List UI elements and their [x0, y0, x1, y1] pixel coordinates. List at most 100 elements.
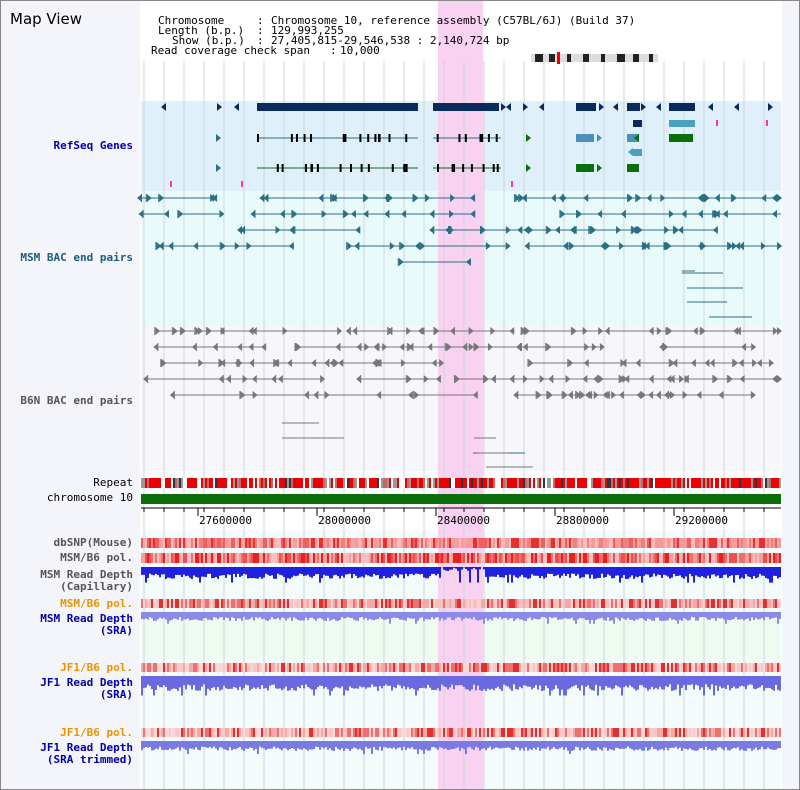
track-label-msm-pol-2[interactable]: MSM/B6 pol.: [60, 597, 133, 610]
bac-end-marker: [631, 226, 637, 234]
jf1-pol2-heat-cell: [335, 728, 337, 737]
jf1-pol2-heat-cell: [239, 728, 241, 737]
track-label-msm-bac[interactable]: MSM BAC end pairs: [20, 251, 133, 264]
jf1-pol-heat-cell: [611, 663, 613, 672]
axis-tick-label: 27600000: [199, 514, 252, 527]
msm-depth-sra-bar: [775, 612, 777, 618]
jf1-pol-heat-cell: [683, 663, 685, 672]
repeat-element: [221, 478, 223, 488]
bac-end-tick: [433, 210, 435, 218]
msm-pol2-heat-cell: [291, 599, 293, 608]
jf1-pol2-heat-cell: [287, 728, 289, 737]
jf1-pol-heat-cell: [185, 663, 187, 672]
msm-pol2-heat-cell: [761, 599, 763, 608]
dbsnp-heat-cell: [765, 538, 767, 548]
repeat-element: [161, 478, 163, 488]
jf1-trim-bar: [311, 741, 313, 750]
jf1-trim-bar: [345, 741, 347, 749]
msm-depth-cap-bar: [551, 567, 553, 574]
repeat-element: [543, 478, 545, 488]
bac-end-tick: [253, 359, 255, 367]
msm-depth-sra-bar: [153, 612, 155, 621]
msm-pol-heat-cell: [419, 553, 421, 563]
track-label-msm-pol[interactable]: MSM/B6 pol.: [60, 551, 133, 564]
track-label-refseq[interactable]: RefSeq Genes: [53, 139, 133, 152]
jf1-pol-heat-cell: [699, 663, 701, 672]
msm-depth-sra-bar: [321, 612, 323, 619]
repeat-element: [331, 478, 333, 488]
jf1-depth-bar: [149, 676, 151, 686]
track-label-chromosome: chromosome 10: [46, 491, 133, 504]
msm-pol2-heat-cell: [371, 599, 373, 608]
track-label-jf1-trim[interactable]: JF1 Read Depth: [40, 741, 133, 754]
msm-depth-cap-bar: [571, 567, 573, 574]
msm-depth-cap-bar: [271, 567, 273, 576]
track-label-jf1-depth[interactable]: JF1 Read Depth: [40, 676, 133, 689]
jf1-depth-bar: [153, 676, 155, 696]
jf1-pol2-heat-cell: [489, 728, 491, 737]
msm-depth-sra-bar: [243, 612, 245, 618]
track-label-jf1-pol[interactable]: JF1/B6 pol.: [60, 661, 133, 674]
jf1-trim-bar: [697, 741, 699, 751]
msm-depth-cap-bar: [367, 567, 369, 576]
msm-pol2-heat-cell: [677, 599, 679, 608]
jf1-pol-heat-cell: [225, 663, 227, 672]
track-label-msm-depth-sra[interactable]: MSM Read Depth: [40, 612, 133, 625]
bac-end-tick: [545, 226, 547, 234]
msm-depth-sra-bar: [585, 612, 587, 621]
msm-depth-sra-bar: [169, 612, 171, 621]
msm-depth-cap-bar: [337, 567, 339, 577]
dbsnp-heat-cell: [549, 538, 551, 548]
dbsnp-heat-cell: [177, 538, 179, 548]
msm-pol2-heat-cell: [179, 599, 181, 608]
jf1-depth-bar: [171, 676, 173, 690]
jf1-depth-bar: [409, 676, 411, 690]
msm-depth-cap-bar: [425, 567, 427, 579]
msm-pol-heat-cell: [503, 553, 505, 563]
jf1-pol2-heat-cell: [161, 728, 163, 737]
dbsnp-heat-cell: [261, 538, 263, 548]
msm-pol2-heat-cell: [165, 599, 167, 608]
jf1-pol2-heat-cell: [593, 728, 595, 737]
track-label-b6n-bac[interactable]: B6N BAC end pairs: [20, 394, 133, 407]
dbsnp-heat-cell: [445, 538, 447, 548]
repeat-element: [351, 478, 353, 488]
gene-arrow: [539, 103, 544, 111]
jf1-trim-bar: [759, 741, 761, 750]
jf1-depth-bar: [179, 676, 181, 688]
msm-pol2-heat-cell: [501, 599, 503, 608]
jf1-pol-heat-cell: [323, 663, 325, 672]
repeat-element: [145, 478, 147, 488]
msm-pol2-heat-cell: [537, 599, 539, 608]
track-label-jf1-pol-2[interactable]: JF1/B6 pol.: [60, 726, 133, 739]
msm-depth-cap-bar: [269, 567, 271, 576]
jf1-pol2-heat-cell: [525, 728, 527, 737]
jf1-trim-bar: [657, 741, 659, 751]
dbsnp-heat-cell: [439, 538, 441, 548]
jf1-trim-bar: [733, 741, 735, 748]
jf1-pol-heat-cell: [669, 663, 671, 672]
dbsnp-heat-cell: [723, 538, 725, 548]
msm-pol2-heat-cell: [239, 599, 241, 608]
jf1-trim-bar: [701, 741, 703, 749]
msm-depth-sra-bar: [779, 612, 781, 619]
jf1-trim-bar: [765, 741, 767, 750]
jf1-depth-bar: [305, 676, 307, 685]
bac-end-marker: [212, 194, 218, 202]
bac-end-marker: [636, 194, 642, 202]
track-label-dbsnp[interactable]: dbSNP(Mouse): [53, 536, 133, 549]
show-value: 27,405,815-29,546,538 : 2,140,724 bp: [271, 34, 510, 47]
jf1-pol2-heat-cell: [749, 728, 751, 737]
msm-pol-heat-cell: [181, 553, 183, 563]
track-label-msm-depth-cap[interactable]: MSM Read Depth: [40, 568, 133, 581]
msm-depth-cap-bar: [247, 567, 249, 579]
repeat-element: [455, 478, 457, 488]
jf1-pol2-heat-cell: [767, 728, 769, 737]
jf1-trim-bar: [295, 741, 297, 751]
msm-pol2-heat-cell: [247, 599, 249, 608]
msm-depth-sra-bar: [395, 612, 397, 618]
bac-end-tick: [732, 359, 734, 367]
dbsnp-heat-cell: [597, 538, 599, 548]
jf1-trim-bar: [465, 741, 467, 754]
